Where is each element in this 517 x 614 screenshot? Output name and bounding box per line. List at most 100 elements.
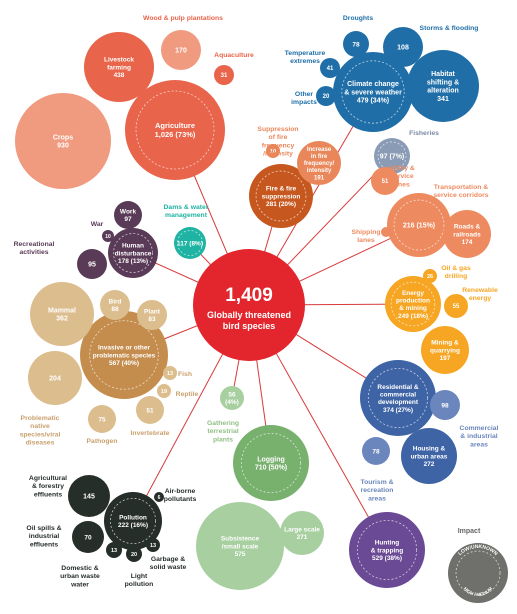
outer-label-suppress: Suppression — [257, 126, 298, 133]
circle-residential — [360, 360, 436, 436]
bubble-shipping — [381, 227, 391, 237]
circle-suppress — [266, 144, 280, 158]
label-domestic: 13 — [111, 548, 117, 554]
bubble-droughts: 78 — [343, 31, 369, 57]
outer-label-recreation: activities — [19, 249, 48, 256]
label-livestock: farming — [107, 64, 131, 71]
circle-large — [280, 511, 324, 555]
label-subsist: Subsistence — [221, 536, 260, 543]
label-residential: commercial — [380, 391, 416, 398]
label-garbage: 13 — [150, 543, 156, 549]
label-residential: development — [378, 399, 419, 406]
circle-housing — [401, 428, 457, 484]
label-habitat: 341 — [437, 96, 449, 103]
label-fire: Fire & fire — [266, 186, 297, 193]
impact-ring-dams — [177, 230, 203, 256]
bubble-crops: Crops 930 — [15, 93, 111, 189]
outer-label-oilgas: Oil & gas — [441, 265, 471, 272]
bubble-logging: Logging 710 (50%) — [233, 425, 309, 501]
label-light: 20 — [131, 552, 137, 558]
label-natives: 204 — [49, 375, 61, 382]
label-logging: Logging — [257, 456, 285, 463]
outer-label-droughts: Droughts — [343, 15, 373, 22]
outer-label-storms: Storms & flooding — [420, 25, 479, 32]
circle-livestock — [84, 32, 154, 102]
outer-label-temp: extremes — [290, 58, 320, 65]
label-roads: railroads — [453, 231, 481, 238]
label-wood: 170 — [175, 47, 187, 54]
label-war: 10 — [105, 234, 111, 240]
outer-label-utility: service — [390, 173, 414, 180]
label-pollution: Pollution — [119, 514, 147, 521]
bubble-domestic: 13 — [106, 542, 122, 558]
outer-label-pathogen: Pathogen — [87, 438, 118, 445]
label-mammal: 362 — [56, 316, 68, 323]
impact-ring-climate — [341, 60, 405, 124]
outer-label-dams: management — [165, 212, 208, 219]
circle-mining — [421, 326, 469, 374]
label-large: Large scale — [284, 526, 320, 533]
label-transport: 216 (15%) — [403, 222, 435, 229]
outer-label-aqua: Aquaculture — [214, 52, 254, 59]
label-subsist: /small scale — [222, 543, 259, 550]
circle-invasive — [80, 311, 168, 399]
bubble-gathering: 56(4%) — [220, 386, 244, 410]
impact-ring-residential — [367, 367, 429, 429]
label-increase: in fire — [311, 154, 328, 160]
label-oilgas: 26 — [427, 274, 433, 280]
label-gathering: (4%) — [225, 399, 239, 406]
outer-label-comm: Commercial — [460, 425, 499, 432]
outer-label-light: pollution — [125, 581, 154, 588]
circle-natives — [28, 351, 82, 405]
label-mammal: Mammal — [48, 307, 76, 314]
label-habitat: alteration — [427, 88, 459, 95]
circle-increase — [297, 141, 341, 185]
bubble-garbage: 13 — [146, 538, 160, 552]
label-airborne: 6 — [158, 495, 161, 501]
circle-oilspill — [72, 521, 104, 553]
outer-label-war: War — [91, 221, 104, 228]
label-oilspill: 70 — [84, 534, 92, 541]
label-suppress: 10 — [270, 149, 276, 155]
circle-work — [114, 201, 142, 229]
circle-oilgas — [423, 269, 437, 283]
circle-utility — [371, 167, 399, 195]
label-plant: 83 — [148, 316, 156, 323]
circle-recreation — [77, 249, 107, 279]
bubble-light: 20 — [126, 546, 142, 562]
outer-label-comm: & industrial — [460, 433, 497, 440]
label-energy: & mining — [399, 305, 427, 312]
circle-fire — [249, 164, 313, 228]
outer-label-gathering: terrestrial — [207, 428, 238, 435]
label-work: 97 — [124, 216, 132, 223]
outer-label-transport: service corridors — [433, 192, 488, 199]
circle-dams — [174, 227, 206, 259]
circle-temp — [320, 58, 340, 78]
impact-ring-human — [113, 233, 153, 273]
label-livestock: Livestock — [104, 57, 134, 64]
bubble-oilspill: 70 — [72, 521, 104, 553]
label-fisheries: 97 (7%) — [380, 153, 405, 160]
circle-subsist — [196, 502, 284, 590]
outer-label-tourism: recreation — [361, 487, 394, 494]
outer-label-garbage: Garbage & — [151, 556, 185, 563]
label-agri: Agriculture — [155, 121, 195, 130]
label-climate: & severe weather — [344, 89, 402, 96]
outer-label-natives: species/viral — [20, 431, 61, 438]
label-droughts: 78 — [352, 41, 360, 48]
circle-logging — [233, 425, 309, 501]
impact-ring-logging — [240, 432, 302, 494]
outer-label-otherimp: Other — [295, 91, 313, 98]
outer-label-shipping: lanes — [357, 237, 375, 244]
bubble-reptile: 19 — [157, 384, 171, 398]
outer-label-dams: Dams & water — [164, 204, 209, 211]
outer-label-suppress: /intensity — [263, 150, 293, 157]
label-energy: Energy — [402, 290, 424, 297]
